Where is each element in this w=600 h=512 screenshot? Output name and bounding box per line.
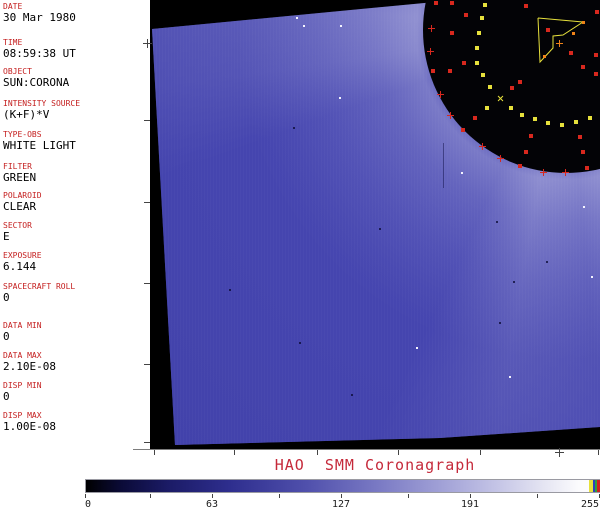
- field-value: SUN:CORONA: [3, 76, 70, 89]
- colorbar-stripe: [593, 480, 595, 492]
- field-sector: SECTOR E: [3, 221, 149, 243]
- field-label: SPACECRAFT ROLL: [3, 282, 76, 291]
- field-disp-min: DISP MIN 0: [3, 381, 149, 403]
- field-label: INTENSITY SOURCE: [3, 99, 81, 108]
- field-spacecraft-roll: SPACECRAFT ROLL 0: [3, 282, 149, 304]
- field-data-min: DATA MIN 0: [3, 321, 149, 343]
- field-value: 0: [3, 330, 10, 343]
- colorbar-stripe: [595, 480, 597, 492]
- field-value: 1.00E-08: [3, 420, 56, 433]
- field-value: (K+F)*V: [3, 108, 50, 121]
- bottom-axis-tick: [154, 450, 155, 455]
- colorbar-tick-label: 127: [331, 499, 351, 510]
- field-exposure: EXPOSURE 6.144: [3, 251, 149, 273]
- colorbar-stripe: [589, 480, 593, 492]
- field-value: 08:59:38 UT: [3, 47, 76, 60]
- colorbar-major-tick: [469, 494, 471, 498]
- instrument-title: HAO SMM Coronagraph: [274, 456, 476, 474]
- bottom-axis-tick: [317, 450, 318, 455]
- field-label: EXPOSURE: [3, 251, 42, 260]
- bottom-axis-tick: [598, 450, 599, 455]
- field-value: WHITE LIGHT: [3, 139, 76, 152]
- field-value: 0: [3, 390, 10, 403]
- colorbar-minor-tick: [407, 494, 409, 498]
- field-label: TYPE-OBS: [3, 130, 42, 139]
- field-value: CLEAR: [3, 200, 37, 213]
- axis-cross-mark-bar: [555, 452, 564, 453]
- image-axis-baseline: [133, 449, 600, 450]
- field-label: TIME: [3, 38, 23, 47]
- field-label: FILTER: [3, 162, 32, 171]
- colorbar-tick-label: 63: [205, 499, 219, 510]
- field-value: 0: [3, 291, 10, 304]
- field-date: DATE 30 Mar 1980: [3, 2, 149, 24]
- metadata-sidebar: DATE 30 Mar 1980 TIME 08:59:38 UT OBJECT SU…: [0, 0, 150, 455]
- field-time: TIME 08:59:38 UT: [3, 38, 149, 60]
- field-polaroid: POLAROID CLEAR: [3, 191, 149, 213]
- colorbar-major-tick: [85, 494, 86, 498]
- colorbar-minor-tick: [278, 494, 280, 498]
- ccd-artifact-line: [443, 143, 444, 188]
- field-type-obs: TYPE-OBS WHITE LIGHT: [3, 130, 149, 152]
- field-label: DATA MIN: [3, 321, 42, 330]
- colorbar-minor-tick: [536, 494, 538, 498]
- field-label: DATA MAX: [3, 351, 42, 360]
- field-label: OBJECT: [3, 67, 32, 76]
- field-data-max: DATA MAX 2.10E-08: [3, 351, 149, 373]
- field-value: 30 Mar 1980: [3, 11, 76, 24]
- intensity-colorbar: [85, 479, 600, 493]
- colorbar-tick-label: 255: [580, 499, 599, 510]
- bottom-axis-tick: [480, 450, 481, 455]
- field-value: 6.144: [3, 260, 37, 273]
- colorbar-major-tick: [211, 494, 213, 498]
- field-intensity-source: INTENSITY SOURCE (K+F)*V: [3, 99, 149, 121]
- field-label: DISP MAX: [3, 411, 42, 420]
- bottom-axis-tick: [398, 450, 399, 455]
- colorbar-minor-tick: [149, 494, 151, 498]
- field-value: 2.10E-08: [3, 360, 56, 373]
- field-value: GREEN: [3, 171, 37, 184]
- coronagraph-image: [150, 0, 600, 449]
- field-disp-max: DISP MAX 1.00E-08: [3, 411, 149, 433]
- field-label: POLAROID: [3, 191, 42, 200]
- bottom-axis-tick: [234, 450, 235, 455]
- colorbar-tick-label: 0: [85, 499, 92, 510]
- field-label: DISP MIN: [3, 381, 42, 390]
- field-value: E: [3, 230, 10, 243]
- field-label: SECTOR: [3, 221, 32, 230]
- field-object: OBJECT SUN:CORONA: [3, 67, 149, 89]
- colorbar-overflow-stripes: [86, 480, 600, 492]
- field-label: DATE: [3, 2, 23, 11]
- field-filter: FILTER GREEN: [3, 162, 149, 184]
- colorbar-tick-label: 191: [460, 499, 480, 510]
- colorbar-major-tick: [340, 494, 342, 498]
